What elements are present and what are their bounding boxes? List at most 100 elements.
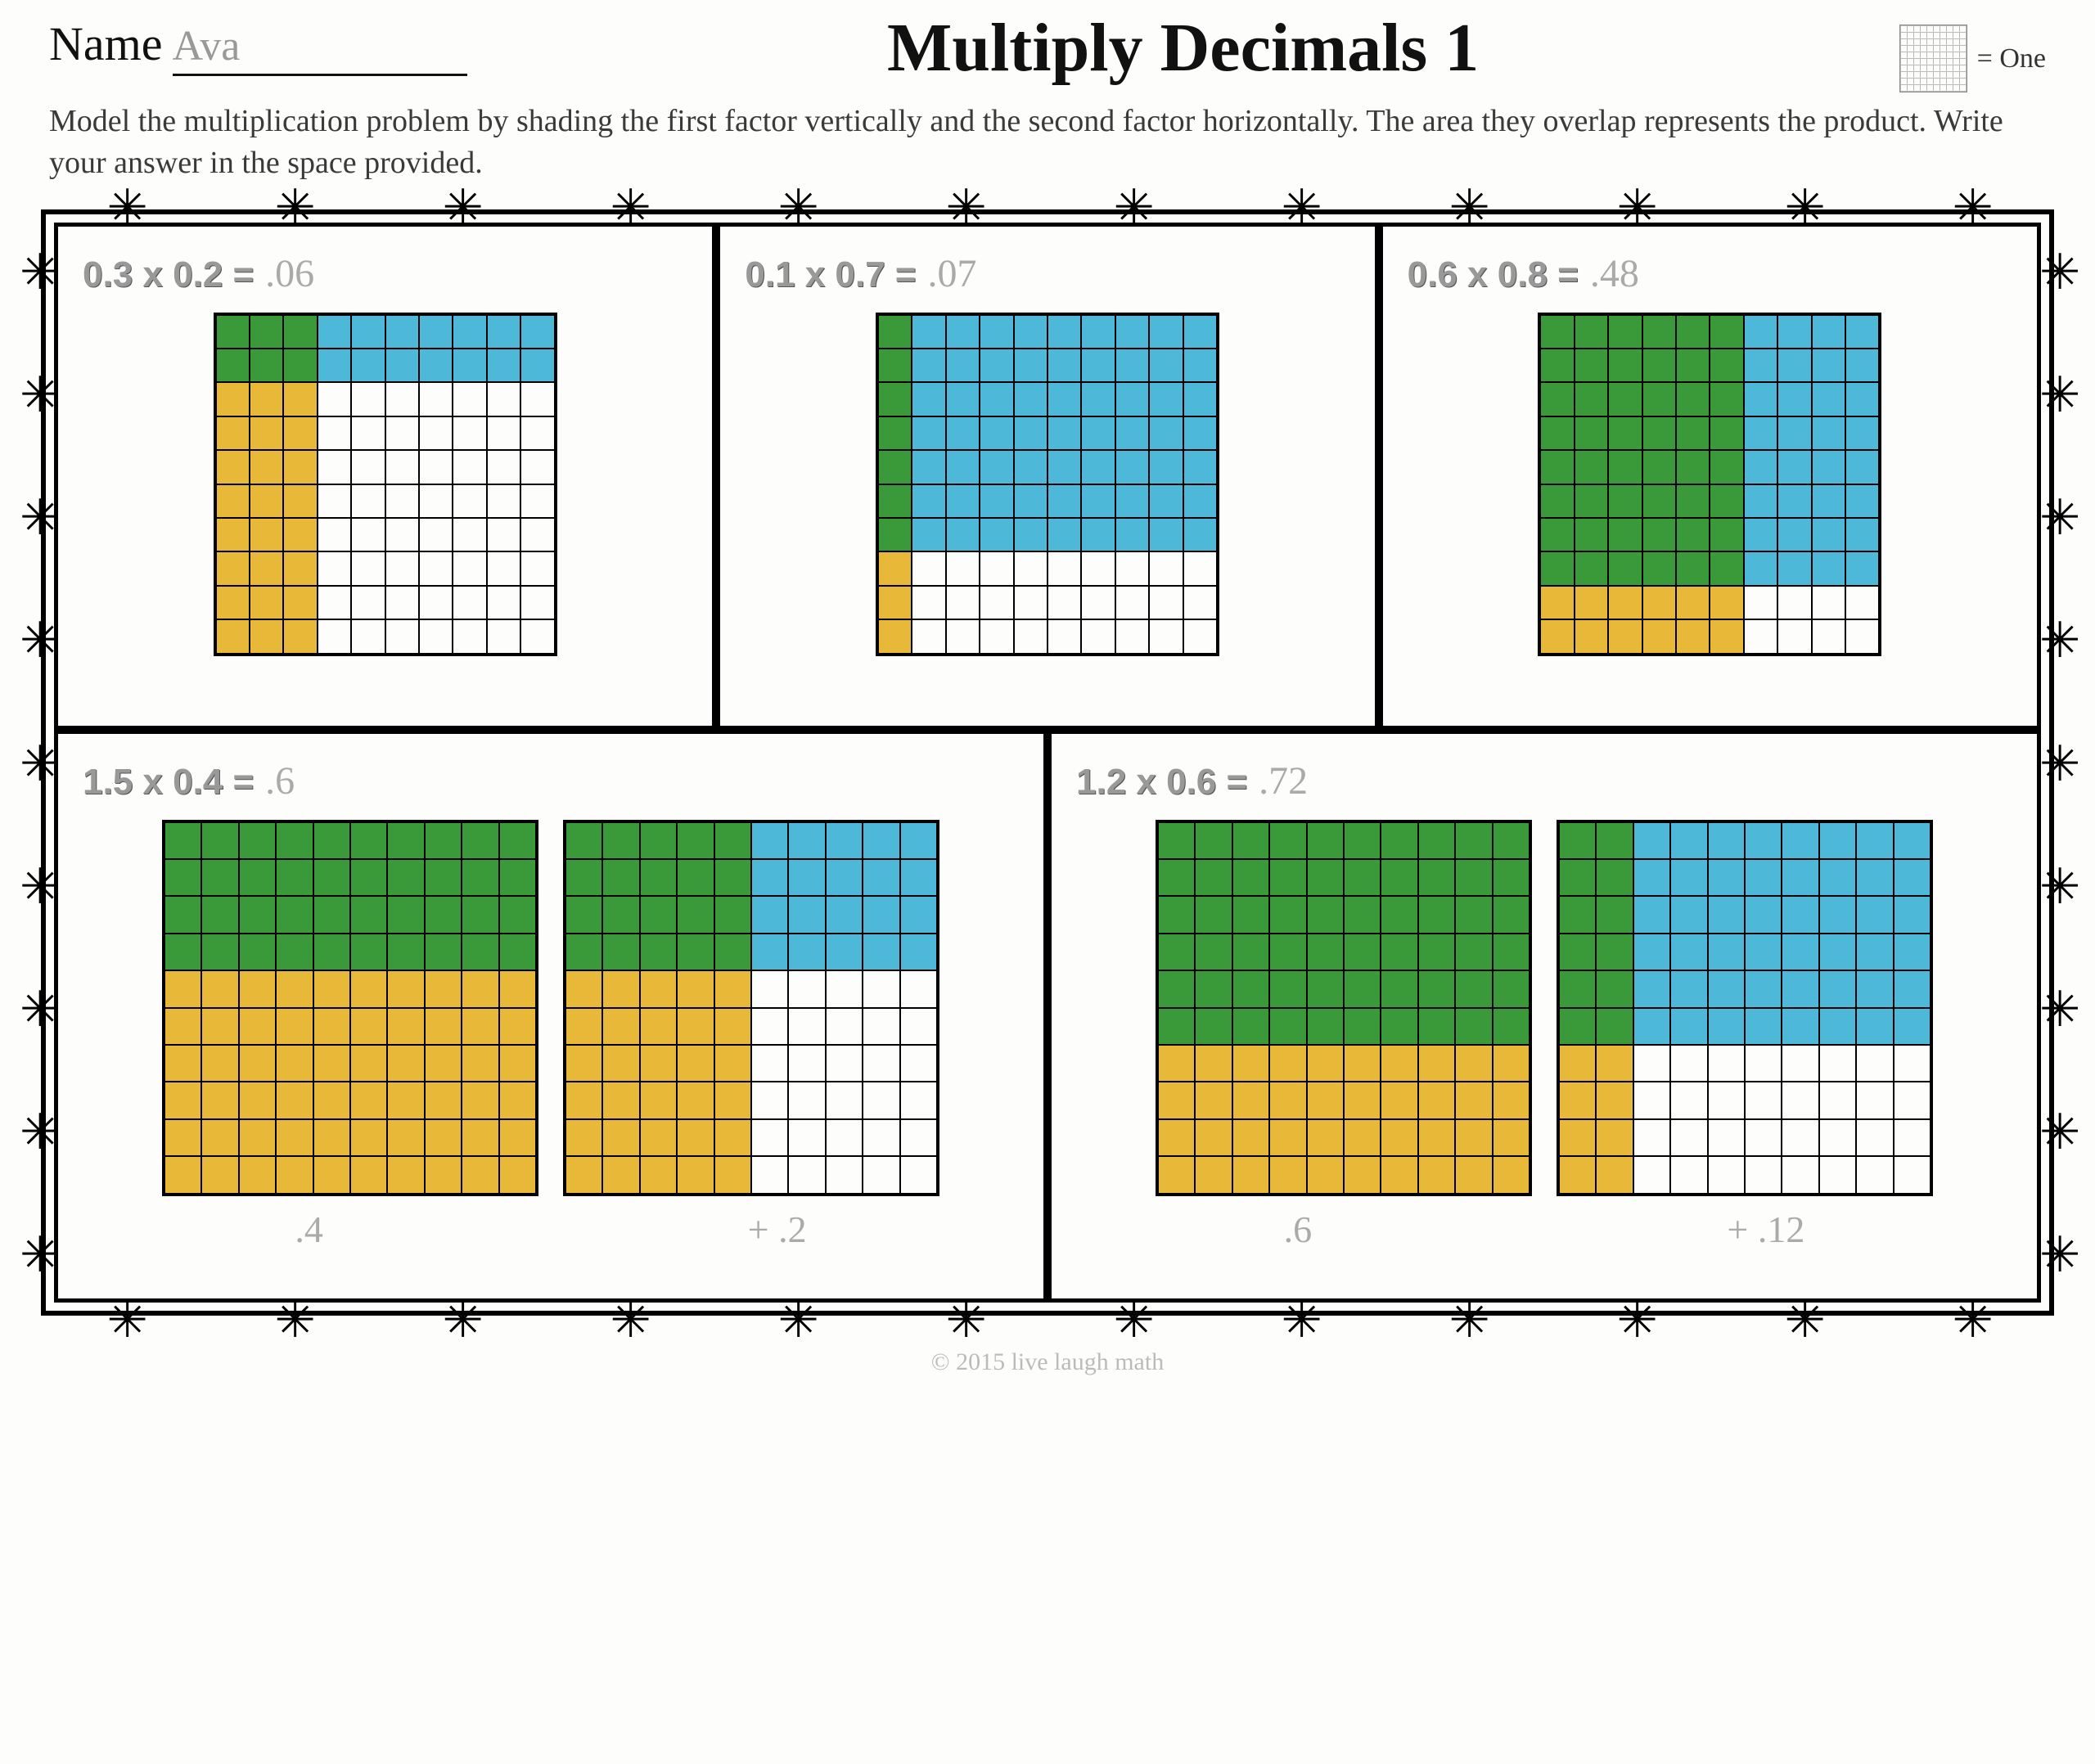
grid-cell [1344,1045,1381,1082]
grid-cell [1812,382,1845,416]
grid-cell [1381,1045,1417,1082]
grid-cell [1232,970,1269,1007]
grid-cell [1195,1156,1232,1193]
grid-cell [1710,619,1743,653]
grid-cell [1745,1082,1782,1118]
grid-cell [1081,416,1115,450]
grid-cell [1195,970,1232,1007]
grid-cell [313,822,350,859]
grid-cell [520,551,554,585]
grid-cell [1344,822,1381,859]
grid-cell [863,859,899,896]
grid-cell [677,1045,714,1082]
grid-cell [1307,896,1344,933]
grid-cell [1418,1045,1455,1082]
grid-cell [878,450,912,484]
grid-cell [1710,349,1743,382]
grid-cell [1307,822,1344,859]
border-spike-icon: ✳ [20,1108,61,1157]
grid-cell [912,450,945,484]
sub-answer: + .12 [1727,1208,1804,1251]
grid-cell [283,382,317,416]
grid-cell [878,551,912,585]
grid-cell [318,416,351,450]
grid-cell [283,586,317,619]
grid-cell [216,518,250,551]
border-spike-icon: ✳ [778,183,819,232]
grid-cell [164,970,201,1007]
grid-cell [1455,1119,1492,1156]
grid-cell [453,349,486,382]
grid-cell [912,484,945,518]
grid-cell [520,416,554,450]
grid-cell [1812,551,1845,585]
grid-cell [1708,934,1745,970]
legend-text: = One [1977,43,2046,74]
grid-cell [788,934,825,970]
grid-cell [602,896,639,933]
grid-cell [863,822,899,859]
grid-cell [1708,1156,1745,1193]
grid-cell [1014,518,1048,551]
border-spike-icon: ✳ [2039,985,2080,1034]
grid-cell [1676,484,1710,518]
problem-line: 0.6 x 0.8 = .48 [1408,251,2012,296]
grid-cell [1195,1008,1232,1045]
grid-cell [1493,822,1530,859]
grid-cell [164,859,201,896]
grid-cell [1381,1156,1417,1193]
grid-cell [1670,1082,1707,1118]
grid-cell [1710,518,1743,551]
grid-cell [1115,619,1149,653]
grid-cell [912,416,945,450]
grid-cell [1455,934,1492,970]
grid-cell [826,896,863,933]
grid-cell [1845,315,1879,349]
grid-cell [499,1156,536,1193]
grid-cell [1418,1082,1455,1118]
grid-cell [1540,551,1574,585]
grid-cell [1670,896,1707,933]
grid-cell [1744,450,1777,484]
grid-cell [1575,586,1608,619]
grid-cell [499,934,536,970]
grid-cell [677,1008,714,1045]
grid-cell [826,1082,863,1118]
grid-cell [946,416,980,450]
panel-1: 0.3 x 0.2 = .06 [54,223,716,730]
grid-cell [1596,1119,1633,1156]
problem-answer: .6 [265,758,295,803]
grid-cell [863,1082,899,1118]
grid-cell [714,1156,751,1193]
grid-cell [826,1045,863,1082]
grid-cell [1745,1156,1782,1193]
grid-cell [419,518,453,551]
grid-cell [425,934,462,970]
grid-cell [1344,896,1381,933]
grid-cell [912,382,945,416]
grid-cell [1845,551,1879,585]
grid-cell [499,1082,536,1118]
grid-cell [487,315,520,349]
border-spike-icon: ✳ [107,1296,148,1345]
grid-cell [1642,315,1676,349]
grid-cell [751,934,788,970]
grid-cell [216,416,250,450]
grid-cell [453,382,486,416]
grid-cell [1559,1008,1596,1045]
grid-cell [1608,586,1642,619]
grid-cell [1596,1082,1633,1118]
grid-cell [387,896,424,933]
border-spike-icon: ✳ [443,1296,484,1345]
grid-cell [1115,349,1149,382]
grid-cell [276,1119,313,1156]
grid-cell [1307,970,1344,1007]
grid-cell [980,382,1013,416]
grid-cell [1676,518,1710,551]
grid-cell [1575,382,1608,416]
grid-cell [1777,518,1811,551]
grid-cell [351,315,385,349]
grid-cell [453,484,486,518]
grid-cell [1115,450,1149,484]
grid-cell [900,1008,937,1045]
